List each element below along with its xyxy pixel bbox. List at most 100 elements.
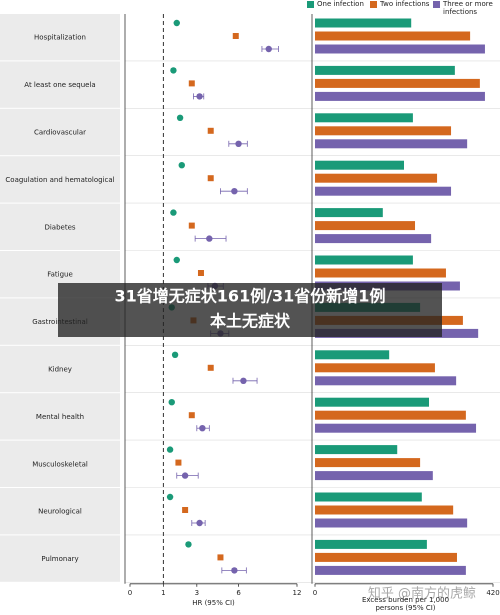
watermark: 知乎 @南方的虎鲸	[368, 586, 476, 602]
category-label: Coagulation and hematological	[5, 176, 114, 184]
point	[166, 493, 174, 501]
bar	[315, 397, 430, 407]
bar	[315, 350, 390, 360]
x-tick-label: 0	[313, 589, 317, 597]
overlay-text: 本土无症状	[210, 312, 291, 331]
point	[173, 256, 180, 264]
point	[231, 567, 238, 574]
bar	[315, 423, 477, 433]
legend-item: One infection	[307, 0, 369, 8]
bar	[315, 65, 455, 75]
bar	[315, 376, 457, 386]
bar	[315, 505, 454, 515]
row-background	[0, 108, 120, 156]
legend-swatch	[433, 0, 440, 8]
point	[231, 188, 238, 195]
category-label: Pulmonary	[41, 555, 78, 563]
category-label: Mental health	[36, 413, 84, 421]
point	[170, 209, 177, 216]
legend-item: Two infections	[370, 0, 432, 8]
x-axis-title: Excess burden per 1,000 persons (95% CI)	[361, 596, 450, 612]
point	[265, 45, 272, 53]
point	[235, 140, 242, 147]
category-label: Fatigue	[47, 271, 73, 279]
x-tick-label: 420	[486, 589, 499, 597]
overlay-text: 31省增无症状161例/31省份新增1例	[115, 287, 386, 306]
category-label: At least one sequela	[24, 81, 95, 89]
point	[206, 235, 213, 242]
legend-swatch	[307, 0, 314, 8]
x-tick-label: 3	[195, 589, 199, 597]
point	[217, 554, 224, 561]
point	[166, 446, 174, 453]
point	[196, 519, 203, 527]
row-background	[0, 345, 120, 393]
point	[185, 541, 192, 548]
row-background	[0, 203, 120, 250]
bar	[315, 565, 466, 575]
point	[168, 399, 175, 406]
category-label: Kidney	[48, 366, 72, 374]
overlay-banner	[58, 283, 442, 337]
point	[240, 377, 247, 384]
point	[188, 80, 195, 87]
legend-label: One infection	[317, 0, 364, 8]
row-background	[0, 393, 120, 440]
bar	[315, 471, 433, 481]
point	[232, 33, 239, 39]
point	[176, 114, 184, 122]
bar	[315, 186, 452, 196]
bar	[315, 91, 485, 101]
x-tick-label: 6	[236, 589, 241, 597]
legend-swatch	[370, 0, 377, 8]
point	[181, 472, 189, 479]
bar	[315, 363, 435, 373]
point	[175, 459, 182, 466]
bar	[315, 518, 468, 528]
bar	[315, 44, 485, 54]
category-label: Musculoskeletal	[32, 460, 88, 468]
point	[182, 507, 189, 513]
bar	[315, 221, 416, 231]
legend-label: Three or more infections	[443, 0, 493, 16]
bar	[315, 458, 421, 468]
point	[207, 175, 214, 182]
bar	[315, 492, 422, 502]
row-background	[0, 61, 120, 108]
point	[171, 351, 179, 358]
x-tick-label: 0	[128, 589, 132, 597]
x-tick-label: 1	[161, 589, 165, 597]
point	[188, 222, 195, 229]
point	[188, 412, 195, 419]
point	[207, 364, 214, 371]
point	[196, 93, 203, 100]
row-background	[0, 14, 120, 61]
legend-item: Three or more infections	[433, 0, 499, 16]
point	[170, 67, 177, 74]
bar	[315, 255, 413, 265]
point	[199, 425, 206, 432]
bar	[315, 31, 471, 41]
bar	[315, 173, 438, 183]
bar	[315, 78, 480, 88]
bar	[315, 113, 413, 123]
row-background	[0, 488, 120, 535]
bar	[315, 410, 466, 420]
x-axis-title: HR (95% CI)	[192, 599, 235, 607]
bar	[315, 552, 457, 562]
category-label: Diabetes	[44, 223, 75, 231]
bar	[315, 539, 427, 549]
bar	[315, 234, 432, 244]
bar	[315, 208, 383, 218]
point	[207, 127, 214, 134]
bar	[315, 445, 398, 455]
row-background	[0, 440, 120, 487]
category-label: Cardiovascular	[34, 129, 86, 137]
row-background	[0, 156, 120, 203]
bar	[315, 18, 412, 28]
category-label: Neurological	[38, 508, 82, 516]
bar	[315, 139, 468, 149]
point	[197, 270, 204, 276]
